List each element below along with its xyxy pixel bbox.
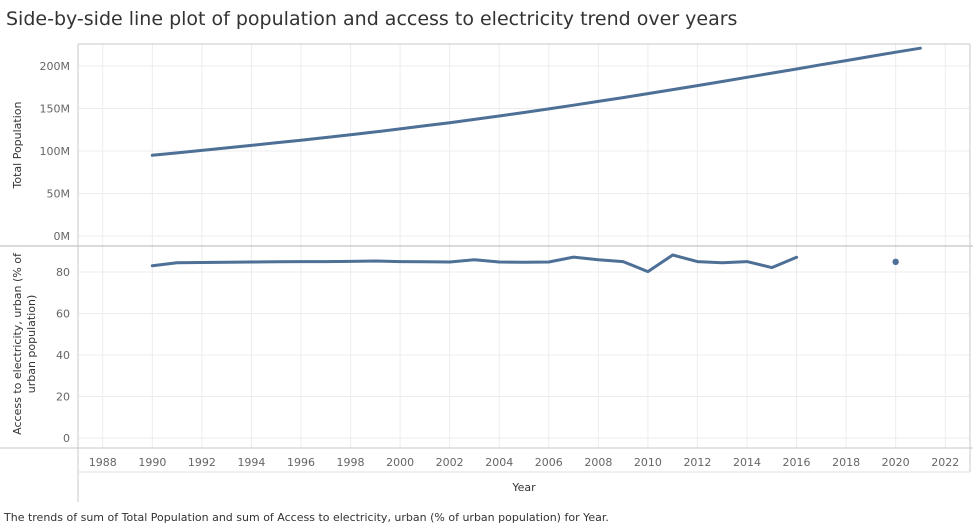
y-tick-label-electricity: 60 bbox=[56, 308, 70, 321]
electricity-point-2020 bbox=[892, 258, 899, 266]
pane-frame bbox=[0, 43, 973, 502]
x-tick-label-2016: 2016 bbox=[783, 456, 811, 469]
x-tick-label-2000: 2000 bbox=[386, 456, 414, 469]
y-tick-label-population: 200M bbox=[40, 60, 71, 73]
x-tick-label-2020: 2020 bbox=[882, 456, 910, 469]
chart-caption: The trends of sum of Total Population an… bbox=[4, 511, 609, 524]
x-tick-label-2018: 2018 bbox=[832, 456, 860, 469]
x-tick-label-2010: 2010 bbox=[634, 456, 662, 469]
y-axis-title-electricity-line2: urban population) bbox=[25, 295, 38, 394]
y-tick-label-population: 100M bbox=[40, 145, 71, 158]
y-tick-label-electricity: 20 bbox=[56, 391, 70, 404]
y-axis-title-electricity-line1: Access to electricity, urban (% of bbox=[11, 252, 24, 435]
x-tick-label-1998: 1998 bbox=[337, 456, 365, 469]
x-tick-label-2012: 2012 bbox=[683, 456, 711, 469]
x-tick-label-2022: 2022 bbox=[931, 456, 959, 469]
x-tick-label-1994: 1994 bbox=[237, 456, 265, 469]
y-tick-label-electricity: 80 bbox=[56, 266, 70, 279]
population-line bbox=[150, 46, 922, 157]
y-axis-title-population: Total Population bbox=[11, 101, 24, 189]
y-tick-label-electricity: 0 bbox=[63, 432, 70, 445]
x-tick-label-1996: 1996 bbox=[287, 456, 315, 469]
x-tick-label-1992: 1992 bbox=[188, 456, 216, 469]
electricity-line bbox=[150, 253, 799, 274]
x-tick-label-2006: 2006 bbox=[535, 456, 563, 469]
x-tick-label-2014: 2014 bbox=[733, 456, 761, 469]
y-tick-label-population: 50M bbox=[47, 188, 71, 201]
x-tick-label-2002: 2002 bbox=[436, 456, 464, 469]
y-tick-label-population: 150M bbox=[40, 103, 71, 116]
y-tick-label-electricity: 40 bbox=[56, 349, 70, 362]
x-tick-label-2004: 2004 bbox=[485, 456, 513, 469]
x-axis-title: Year bbox=[511, 481, 536, 494]
x-tick-label-2008: 2008 bbox=[584, 456, 612, 469]
page-title: Side-by-side line plot of population and… bbox=[6, 8, 738, 30]
x-tick-label-1990: 1990 bbox=[138, 456, 166, 469]
y-tick-label-population: 0M bbox=[54, 230, 71, 243]
x-tick-label-1988: 1988 bbox=[89, 456, 117, 469]
line-layer bbox=[150, 46, 922, 274]
tick-layer: 0M 50M 100M 150M 200M 0 20 40 60 80 1988 1990 1992 19… bbox=[40, 60, 960, 469]
